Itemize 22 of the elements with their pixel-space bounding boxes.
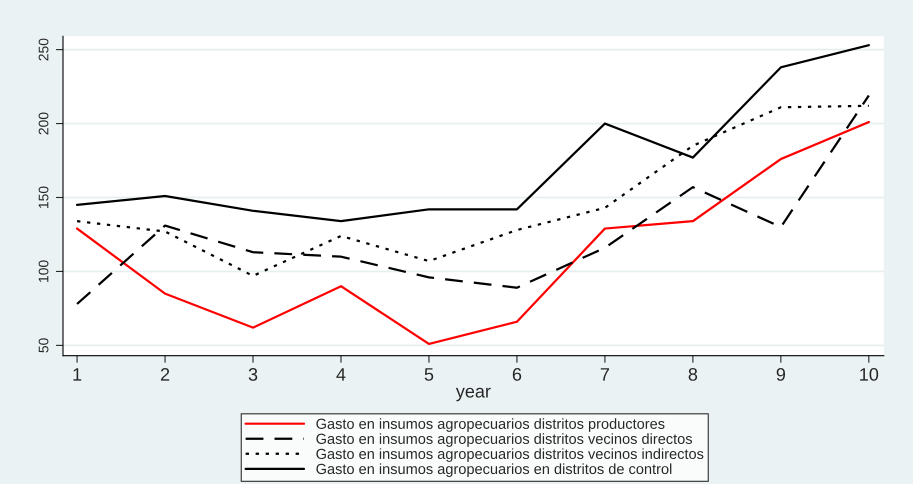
line-series (76, 94, 870, 306)
legend-label: Gasto en insumos agropecuarios distritos vecinos directos (316, 433, 692, 447)
x-axis-title: year (456, 388, 491, 402)
x-tick-label: 1 (73, 368, 82, 381)
legend-label: Gasto en insumos agropecuarios en distritos de control (316, 463, 672, 477)
x-tick-label: 7 (600, 368, 610, 381)
y-tick-label: 100 (38, 260, 48, 282)
line-series (76, 120, 870, 346)
x-tick-label: 8 (688, 368, 698, 381)
x-tick-label: 5 (424, 368, 434, 381)
y-tick-label: 200 (38, 112, 48, 134)
x-tick-label: 6 (512, 368, 522, 381)
x-tick-label: 9 (776, 368, 786, 381)
x-tick-label: 2 (160, 368, 170, 381)
x-tick-label: 10 (860, 368, 878, 381)
y-tick-label: 50 (38, 338, 48, 353)
x-tick-label: 3 (248, 368, 258, 381)
x-tick-label: 4 (336, 368, 346, 381)
y-tick-label: 250 (38, 38, 48, 60)
legend-label: Gasto en insumos agropecuarios distritos vecinos indirectos (316, 448, 704, 462)
legend-label: Gasto en insumos agropecuarios distritos productores (316, 418, 664, 432)
y-tick-label: 150 (38, 186, 48, 208)
